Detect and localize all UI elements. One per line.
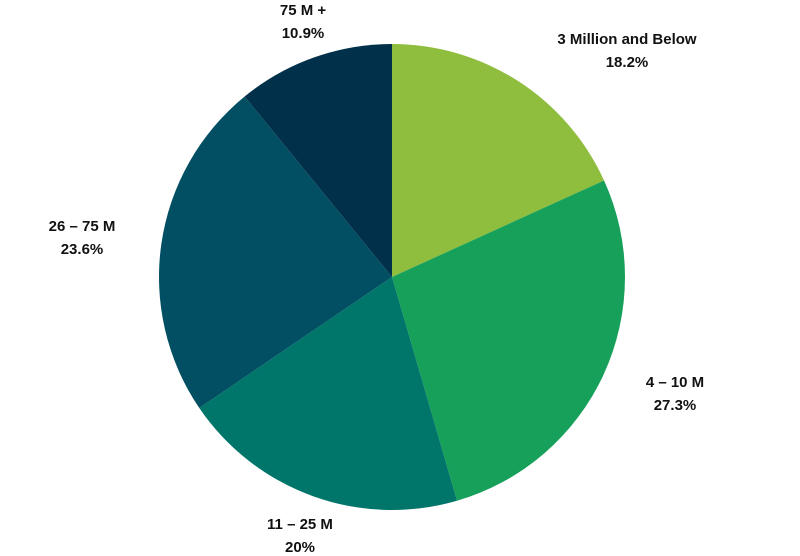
pie-labels: 3 Million and Below 18.2% 4 – 10 M 27.3% 11 …	[49, 2, 705, 556]
slice-category-label: 4 – 10 M	[646, 374, 704, 391]
slice-category-label: 11 – 25 M	[267, 516, 333, 533]
pie-slice-11-25-m	[199, 277, 458, 511]
slice-percent-label: 20%	[285, 539, 315, 556]
slice-percent-label: 23.6%	[61, 241, 104, 258]
slice-category-label: 75 M +	[280, 2, 327, 19]
pie-slice-75-m	[244, 44, 392, 277]
slice-category-label: 26 – 75 M	[49, 218, 116, 235]
slice-category-label: 3 Million and Below	[557, 31, 697, 48]
pie-slice-26-75-m	[158, 96, 392, 408]
pie-slice-4-10-m	[392, 180, 625, 501]
slice-percent-label: 27.3%	[654, 397, 697, 414]
slice-percent-label: 18.2%	[606, 54, 649, 71]
slice-percent-label: 10.9%	[282, 25, 325, 42]
pie-slice-3-million-and-below	[392, 44, 605, 277]
pie-slices	[158, 44, 625, 511]
